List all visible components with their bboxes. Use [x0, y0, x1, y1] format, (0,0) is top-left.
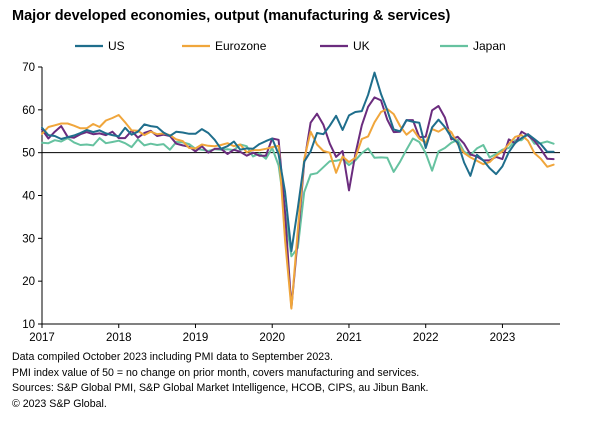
footnotes: Data compiled October 2023 including PMI…: [12, 350, 429, 412]
x-tick-label: 2022: [413, 332, 439, 344]
series-line-us: [41, 71, 555, 253]
footnote-line: © 2023 S&P Global.: [12, 397, 107, 410]
y-tick-label: 20: [22, 276, 35, 288]
x-tick-label: 2020: [259, 332, 285, 344]
footnote-line: PMI index value of 50 = no change on pri…: [12, 366, 420, 379]
y-tick-label: 60: [22, 105, 35, 117]
x-tick-label: 2023: [490, 332, 516, 344]
chart-title: Major developed economies, output (manuf…: [12, 8, 451, 24]
x-tick-label: 2018: [106, 332, 132, 344]
y-tick-label: 40: [22, 191, 35, 203]
legend-label-eurozone: Eurozone: [215, 39, 267, 53]
x-tick-label: 2019: [183, 332, 209, 344]
legend-label-us: US: [108, 39, 125, 53]
x-tick-label: 2021: [336, 332, 362, 344]
y-tick-label: 50: [22, 148, 35, 160]
footnote-line: Data compiled October 2023 including PMI…: [12, 351, 333, 363]
chart-area: 10 20 30 40 50 60 70 2017 2018 2019 2020 2021 2022 20…: [22, 39, 560, 344]
legend-label-uk: UK: [353, 39, 370, 53]
legend-label-japan: Japan: [473, 39, 506, 53]
y-tick-label: 30: [22, 233, 35, 245]
series-line-eurozone: [41, 108, 555, 310]
x-tick-label: 2017: [29, 332, 55, 344]
y-tick-label: 70: [22, 62, 35, 74]
footnote-line: Sources: S&P Global PMI, S&P Global Mark…: [12, 382, 429, 394]
y-tick-label: 10: [22, 319, 35, 331]
